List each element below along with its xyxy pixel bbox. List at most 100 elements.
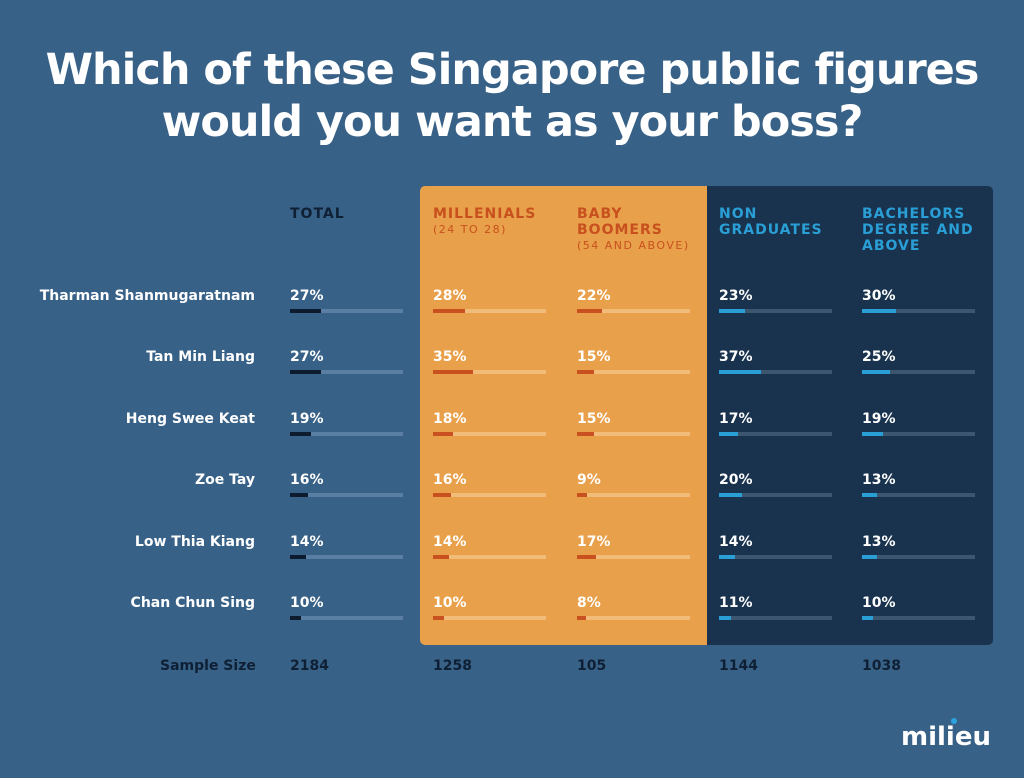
bar-track (433, 309, 546, 313)
bar-track (433, 493, 546, 497)
column-name: TOTAL (290, 206, 345, 222)
percent-label: 20% (719, 472, 753, 488)
bar-fill (290, 309, 321, 313)
bar-fill (290, 493, 309, 497)
percent-label: 16% (433, 472, 467, 488)
bar-track (577, 370, 690, 374)
percent-label: 27% (290, 349, 324, 365)
column-subtitle: (24 TO 28) (433, 223, 507, 236)
bar-fill (719, 432, 739, 436)
row-label: Zoe Tay (194, 472, 255, 488)
percent-label: 11% (719, 595, 753, 611)
column-subtitle: (54 AND ABOVE) (577, 239, 690, 252)
sample-size-value: 1144 (719, 658, 758, 674)
bar-track (862, 493, 975, 497)
bar-fill (719, 370, 761, 374)
bar-fill (862, 555, 877, 559)
row-label: Tharman Shanmugaratnam (39, 288, 255, 304)
bar-fill (290, 432, 312, 436)
logo-dot-icon (951, 718, 957, 724)
bar-fill (433, 309, 465, 313)
bar-track (719, 309, 832, 313)
bar-fill (433, 432, 454, 436)
bar-fill (719, 555, 735, 559)
bar-fill (577, 309, 602, 313)
percent-label: 13% (862, 534, 896, 550)
percent-label: 35% (433, 349, 467, 365)
sample-size-value: 105 (577, 658, 607, 674)
column-header: BABY BOOMERS (54 AND ABOVE) (577, 206, 702, 254)
bar-track (862, 616, 975, 620)
bar-fill (577, 555, 597, 559)
percent-label: 27% (290, 288, 324, 304)
bar-fill (433, 555, 449, 559)
column-header: BACHELORS DEGREE AND ABOVE (862, 206, 982, 254)
bar-fill (719, 616, 732, 620)
percent-label: 10% (862, 595, 896, 611)
bar-track (433, 370, 546, 374)
bar-fill (290, 616, 302, 620)
bar-track (290, 370, 403, 374)
bar-track (433, 555, 546, 559)
column-name: BACHELORS DEGREE AND ABOVE (862, 206, 974, 254)
percent-label: 25% (862, 349, 896, 365)
bar-track (862, 309, 975, 313)
bar-track (862, 555, 975, 559)
bar-fill (577, 616, 587, 620)
percent-label: 17% (577, 534, 611, 550)
bar-fill (862, 370, 891, 374)
bar-fill (862, 493, 877, 497)
percent-label: 9% (577, 472, 601, 488)
bar-track (290, 616, 403, 620)
row-label: Tan Min Liang (146, 349, 255, 365)
bar-track (577, 432, 690, 436)
column-name: BABY BOOMERS (577, 206, 663, 238)
bar-track (719, 432, 832, 436)
bar-track (719, 493, 832, 497)
sample-size-value: 1258 (433, 658, 472, 674)
percent-label: 13% (862, 472, 896, 488)
bar-fill (719, 493, 742, 497)
percent-label: 19% (290, 411, 324, 427)
bar-fill (719, 309, 745, 313)
bar-track (433, 432, 546, 436)
bar-track (290, 493, 403, 497)
bar-track (862, 432, 975, 436)
percent-label: 15% (577, 411, 611, 427)
sample-size-value: 2184 (290, 658, 329, 674)
bar-fill (862, 432, 884, 436)
percent-label: 22% (577, 288, 611, 304)
bar-fill (577, 432, 594, 436)
percent-label: 17% (719, 411, 753, 427)
age-group-panel (420, 186, 707, 645)
percent-label: 10% (433, 595, 467, 611)
percent-label: 10% (290, 595, 324, 611)
bar-fill (577, 370, 594, 374)
bar-fill (433, 493, 452, 497)
bar-track (290, 555, 403, 559)
bar-fill (577, 493, 588, 497)
bar-fill (433, 370, 473, 374)
bar-track (290, 309, 403, 313)
percent-label: 23% (719, 288, 753, 304)
percent-label: 30% (862, 288, 896, 304)
percent-label: 15% (577, 349, 611, 365)
bar-fill (433, 616, 445, 620)
bar-fill (862, 616, 874, 620)
bar-track (577, 493, 690, 497)
bar-track (433, 616, 546, 620)
sample-size-value: 1038 (862, 658, 901, 674)
percent-label: 8% (577, 595, 601, 611)
percent-label: 14% (290, 534, 324, 550)
percent-label: 14% (433, 534, 467, 550)
bar-fill (290, 555, 306, 559)
milieu-logo: milieu (901, 718, 991, 752)
sample-size-label: Sample Size (160, 658, 256, 674)
percent-label: 19% (862, 411, 896, 427)
bar-track (290, 432, 403, 436)
column-name: NON GRADUATES (719, 206, 823, 238)
row-label: Low Thia Kiang (134, 534, 255, 550)
bar-track (719, 370, 832, 374)
bar-track (577, 309, 690, 313)
row-label: Heng Swee Keat (125, 411, 255, 427)
